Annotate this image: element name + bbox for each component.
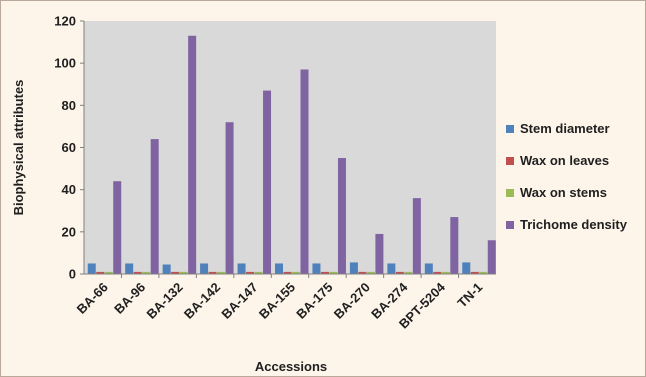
- bar-trichome-density: [487, 240, 496, 274]
- y-tick-label: 120: [54, 14, 76, 29]
- y-tick-label: 40: [62, 182, 76, 197]
- bar-wax-on-stems: [404, 271, 413, 274]
- bar-stem-diameter: [275, 263, 283, 274]
- bar-stem-diameter: [200, 263, 209, 274]
- bar-wax-on-stems: [104, 271, 113, 274]
- bar-wax-on-leaves: [208, 271, 217, 274]
- bar-stem-diameter: [237, 263, 246, 274]
- axes-group: [80, 20, 496, 278]
- x-tick-label: BA-175: [293, 280, 335, 322]
- bar-trichome-density: [337, 158, 346, 274]
- bar-stem-diameter: [87, 263, 96, 274]
- bar-trichome-density: [263, 90, 272, 274]
- x-tick-label: BA-132: [143, 280, 185, 322]
- x-tick-label: BA-270: [331, 280, 373, 322]
- legend-swatch-stem-diameter: [506, 125, 514, 133]
- legend-label: Stem diameter: [520, 121, 610, 136]
- bar-wax-on-stems: [217, 271, 226, 274]
- bar-stem-diameter: [462, 262, 471, 274]
- bar-wax-on-stems: [179, 271, 188, 274]
- bar-wax-on-leaves: [320, 271, 329, 274]
- x-tick-label: TN-1: [454, 280, 485, 311]
- bar-wax-on-stems: [441, 271, 450, 274]
- bar-trichome-density: [225, 122, 234, 274]
- bar-stem-diameter: [125, 263, 134, 274]
- x-tick-label: BA-66: [74, 280, 111, 317]
- legend-swatch-trichome-density: [506, 221, 514, 229]
- y-tick-label: 100: [54, 56, 76, 71]
- bar-stem-diameter: [349, 262, 358, 274]
- bar-trichome-density: [450, 217, 459, 274]
- legend-label: Wax on leaves: [520, 153, 609, 168]
- x-tick-label: BA-155: [256, 280, 298, 322]
- bar-wax-on-leaves: [358, 271, 367, 274]
- bar-trichome-density: [188, 35, 197, 275]
- plot-area: [84, 21, 496, 274]
- bar-trichome-density: [300, 69, 309, 274]
- bar-trichome-density: [375, 233, 384, 274]
- bar-wax-on-stems: [329, 271, 338, 274]
- bar-wax-on-stems: [479, 271, 488, 274]
- bar-stem-diameter: [162, 264, 171, 274]
- legend-swatch-wax-on-stems: [506, 189, 514, 197]
- bar-wax-on-leaves: [171, 271, 180, 274]
- legend: Stem diameter Wax on leaves Wax on stems Tr…: [506, 121, 628, 232]
- x-tick-label: BA-147: [218, 280, 260, 322]
- y-tick-label: 60: [62, 140, 76, 155]
- y-axis-title: Biophysical attributes: [11, 80, 26, 216]
- bar-stem-diameter: [424, 263, 433, 274]
- bar-wax-on-leaves: [133, 271, 142, 274]
- y-tick-label: 0: [69, 267, 76, 282]
- legend-label: Wax on stems: [520, 185, 607, 200]
- bar-trichome-density: [150, 139, 159, 274]
- bar-wax-on-stems: [292, 271, 300, 274]
- y-tick-label: 20: [62, 224, 76, 239]
- y-tick-labels: 0 20 40 60 80 100 120: [54, 14, 76, 282]
- bar-wax-on-leaves: [395, 271, 404, 274]
- bar-wax-on-leaves: [433, 271, 442, 274]
- x-tick-labels: BA-66 BA-96BA-132BA-142BA-147BA-155BA-175…: [74, 279, 486, 332]
- bar-trichome-density: [113, 181, 122, 274]
- bar-wax-on-leaves: [470, 271, 479, 274]
- bars-group: [87, 35, 496, 275]
- bar-wax-on-leaves: [246, 271, 255, 274]
- bar-wax-on-leaves: [283, 271, 292, 274]
- bar-trichome-density: [412, 198, 421, 274]
- legend-label: Trichome density: [520, 217, 628, 232]
- bar-wax-on-stems: [142, 271, 151, 274]
- x-axis-title: Accessions: [255, 359, 327, 374]
- bar-wax-on-stems: [366, 271, 375, 274]
- legend-swatch-wax-on-leaves: [506, 157, 514, 165]
- bar-wax-on-stems: [254, 271, 263, 274]
- bar-stem-diameter: [312, 263, 321, 274]
- bar-wax-on-leaves: [96, 271, 105, 274]
- bar-stem-diameter: [387, 263, 396, 274]
- x-tick-label: BA-142: [181, 280, 223, 322]
- y-tick-label: 80: [62, 98, 76, 113]
